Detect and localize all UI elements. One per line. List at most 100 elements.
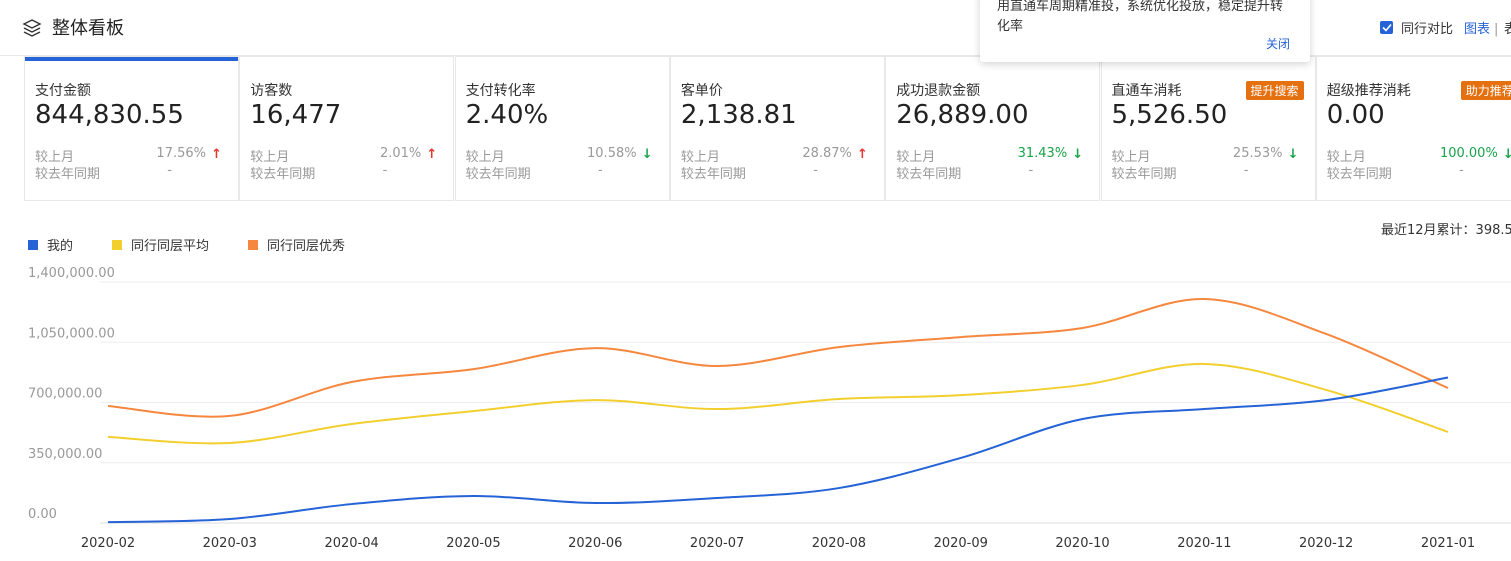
metric-card: 直通车消耗 5,526.50 提升搜索较上月 25.53% ↓ 较去年同期 -	[1100, 56, 1316, 201]
mom-label: 较上月	[465, 150, 505, 165]
table-tab[interactable]: 表	[1504, 22, 1511, 37]
card-title: 超级推荐消耗	[1326, 83, 1411, 99]
x-tick-label: 2020-08	[812, 536, 866, 551]
legend-label: 同行同层优秀	[267, 239, 345, 254]
yoy-value: -	[1459, 163, 1464, 178]
trend-arrow: ↑	[856, 147, 868, 162]
y-tick-label: 350,000.00	[28, 447, 102, 462]
card-title: 支付金额	[35, 83, 91, 99]
yoy-label: 较去年同期	[1111, 167, 1177, 182]
tooltip: 用直通车周期精准投，系统优化投放，稳定提升转 化率 关闭	[980, 0, 1310, 62]
card-value: 2,138.81	[680, 100, 797, 130]
mom-value: 10.58%	[587, 146, 637, 161]
mom-value: 100.00%	[1439, 146, 1498, 161]
mom-label: 较上月	[896, 150, 936, 165]
trend-arrow: ↓	[1287, 147, 1299, 162]
yoy-value: -	[382, 163, 388, 178]
x-tick-label: 2020-11	[1177, 536, 1231, 551]
trend-arrow: ↓	[641, 147, 653, 162]
close-link[interactable]: 关闭	[1266, 37, 1291, 51]
metric-card: 支付转化率 2.40% 较上月 10.58% ↓ 较去年同期 -	[454, 56, 670, 201]
yoy-label: 较去年同期	[896, 167, 962, 182]
mom-label: 较上月	[680, 150, 720, 165]
compare-label[interactable]: 同行对比	[1401, 22, 1453, 37]
metric-card: 访客数 16,477 较上月 2.01% ↑ 较去年同期 -	[239, 56, 455, 201]
card-value: 2.40%	[465, 100, 549, 130]
x-tick-label: 2020-12	[1299, 536, 1353, 551]
mom-value: 25.53%	[1232, 146, 1283, 161]
metric-card: 客单价 2,138.81 较上月 28.87% ↑ 较去年同期 -	[669, 56, 885, 201]
badge: 助力推荐	[1460, 81, 1511, 100]
yoy-value: -	[813, 163, 818, 178]
x-tick-label: 2020-06	[568, 536, 622, 551]
separator: |	[1494, 22, 1498, 37]
card-value: 26,889.00	[896, 100, 1029, 130]
x-tick-label: 2020-07	[690, 536, 744, 551]
yoy-value: -	[597, 163, 603, 178]
card-value: 0.00	[1326, 100, 1385, 130]
series-line	[107, 298, 1449, 418]
series-line	[107, 362, 1449, 445]
legend-label: 同行同层平均	[131, 239, 209, 254]
mom-value: 28.87%	[802, 146, 852, 161]
legend-swatch	[112, 240, 122, 250]
legend-swatch	[248, 240, 258, 250]
mom-value: 2.01%	[379, 146, 422, 161]
chart-tab[interactable]: 图表	[1464, 22, 1490, 37]
x-tick-label: 2020-02	[81, 536, 135, 551]
legend-swatch	[28, 240, 38, 250]
summary: 最近12月累计：398.5	[1381, 223, 1511, 238]
card-title: 成功退款金额	[896, 83, 981, 99]
y-tick-label: 1,400,000.00	[28, 266, 115, 281]
metric-card: 支付金额 844,830.55 较上月 17.56% ↑ 较去年同期 -	[24, 56, 239, 201]
mom-label: 较上月	[1326, 150, 1366, 165]
x-tick-label: 2021-01	[1421, 536, 1475, 551]
check	[1382, 23, 1392, 32]
layers-icon	[22, 19, 42, 37]
checkbox[interactable]	[1380, 21, 1393, 34]
yoy-label: 较去年同期	[680, 167, 746, 182]
mom-value: 31.43%	[1017, 146, 1068, 161]
card-value: 5,526.50	[1111, 100, 1228, 130]
yoy-value: -	[167, 163, 172, 178]
metric-card: 成功退款金额 26,889.00 较上月 31.43% ↓ 较去年同期 -	[885, 56, 1101, 201]
card-title: 直通车消耗	[1111, 83, 1182, 99]
trend-arrow: ↓	[1072, 147, 1084, 162]
y-tick-label: 700,000.00	[28, 387, 102, 402]
badge: 提升搜索	[1245, 81, 1304, 100]
card-title: 客单价	[680, 83, 723, 99]
yoy-label: 较去年同期	[465, 167, 531, 182]
x-tick-label: 2020-09	[934, 536, 988, 551]
card-value: 844,830.55	[35, 100, 184, 130]
yoy-value: -	[1243, 163, 1249, 178]
trend-arrow: ↑	[211, 147, 222, 162]
mom-label: 较上月	[250, 150, 290, 165]
tooltip-line: 化率	[997, 19, 1024, 34]
page-title: 整体看板	[52, 18, 124, 39]
x-tick-label: 2020-03	[203, 536, 257, 551]
series-line	[107, 376, 1449, 524]
legend-label: 我的	[47, 238, 73, 254]
yoy-label: 较去年同期	[1326, 167, 1392, 182]
card-title: 访客数	[250, 83, 293, 99]
x-tick-label: 2020-05	[446, 536, 500, 551]
x-tick-label: 2020-04	[324, 536, 378, 551]
trend-arrow: ↑	[426, 147, 438, 162]
mom-value: 17.56%	[156, 146, 206, 161]
yoy-label: 较去年同期	[250, 167, 316, 182]
y-tick-label: 0.00	[28, 507, 57, 522]
mom-label: 较上月	[1111, 150, 1151, 165]
mom-label: 较上月	[35, 150, 75, 165]
y-tick-label: 1,050,000.00	[28, 326, 115, 341]
tooltip-line: 用直通车周期精准投，系统优化投放，稳定提升转	[997, 0, 1284, 14]
trend-arrow: ↓	[1503, 147, 1511, 162]
yoy-label: 较去年同期	[35, 167, 101, 182]
x-tick-label: 2020-10	[1055, 536, 1109, 551]
active-bar	[25, 57, 238, 61]
yoy-value: -	[1028, 163, 1034, 178]
card-title: 支付转化率	[465, 83, 536, 99]
card-value: 16,477	[250, 100, 342, 130]
